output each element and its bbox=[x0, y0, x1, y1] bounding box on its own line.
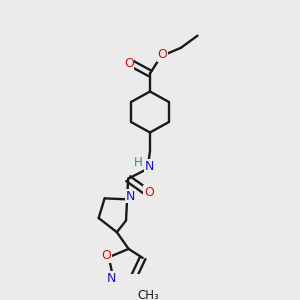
Text: O: O bbox=[102, 249, 112, 262]
Text: O: O bbox=[144, 186, 154, 199]
Text: H: H bbox=[134, 156, 142, 170]
Text: N: N bbox=[106, 272, 116, 285]
Text: O: O bbox=[158, 48, 168, 61]
Text: O: O bbox=[124, 57, 134, 70]
Text: N: N bbox=[145, 160, 154, 172]
Text: CH₃: CH₃ bbox=[137, 289, 159, 300]
Text: N: N bbox=[125, 190, 135, 202]
